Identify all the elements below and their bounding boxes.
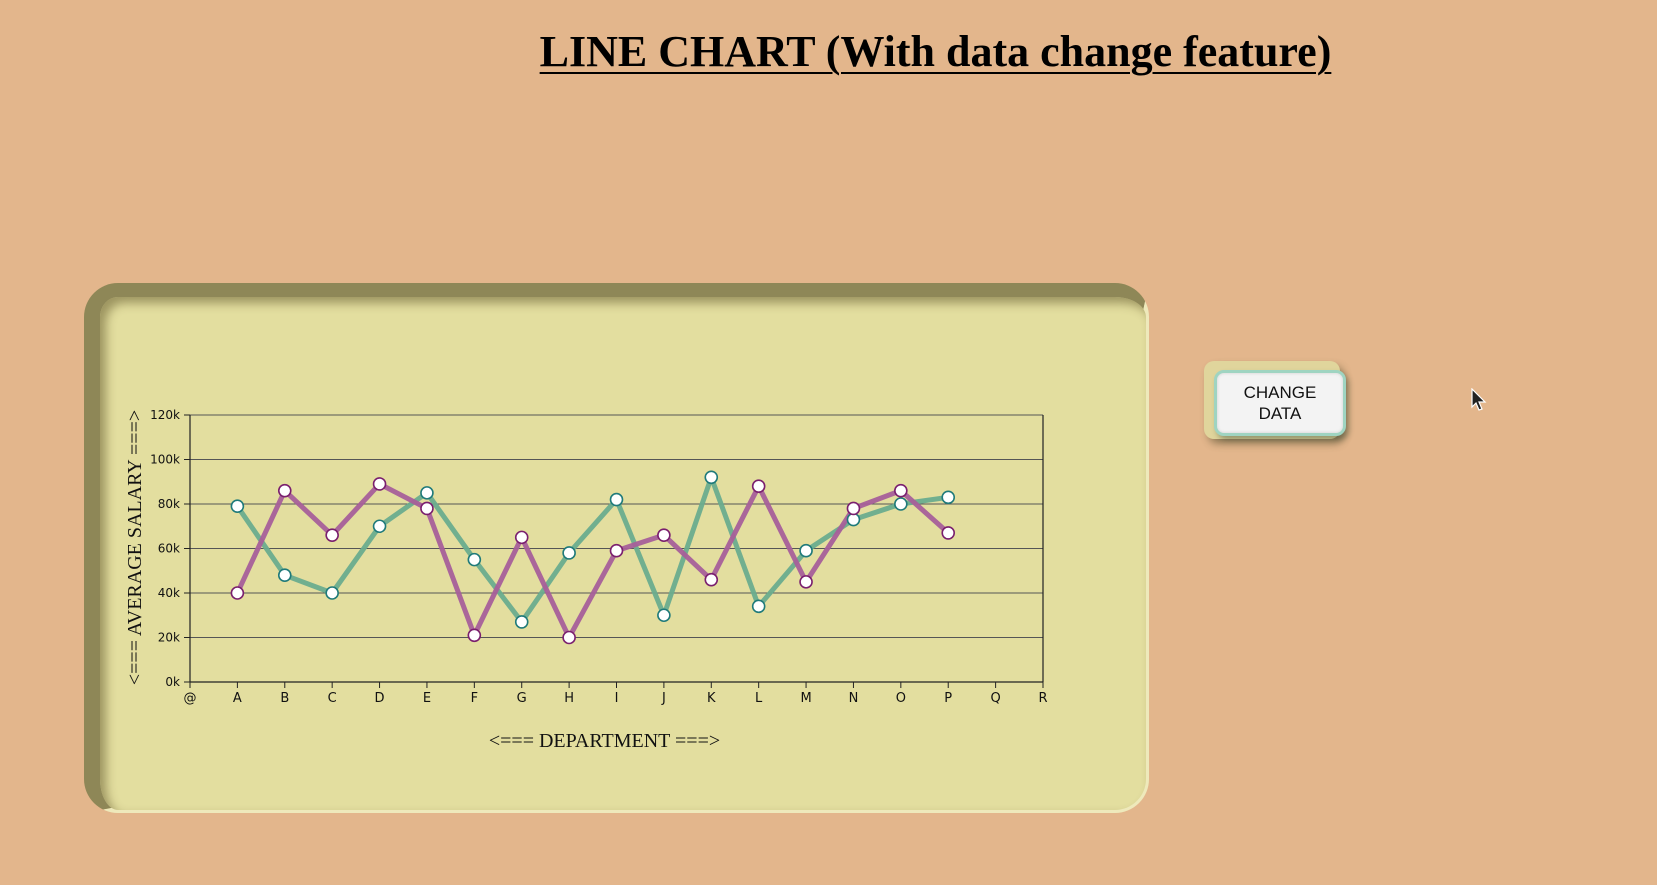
y-axis-label: <=== AVERAGE SALARY ===>	[124, 410, 146, 685]
data-point-series-1	[467, 552, 482, 567]
data-point-series-2	[467, 628, 482, 643]
y-tick-label: 80k	[158, 497, 180, 511]
data-point-series-2	[230, 586, 245, 600]
mouse-cursor-icon	[1471, 388, 1487, 411]
x-tick-label: G	[517, 691, 527, 706]
data-point-series-2	[420, 501, 434, 516]
data-point-series-2	[704, 572, 719, 587]
change-data-label: CHANGE DATA	[1243, 383, 1317, 423]
x-tick-label: P	[944, 691, 952, 706]
x-tick-label: L	[755, 691, 763, 706]
series-line-1	[234, 474, 951, 625]
x-tick-label: H	[564, 691, 574, 706]
axes	[184, 414, 1044, 688]
x-tick-label: D	[375, 691, 385, 706]
x-tick-label: @	[184, 691, 197, 706]
page-title: LINE CHART (With data change feature)	[539, 27, 1332, 76]
y-tick-label: 40k	[158, 586, 180, 600]
data-point-series-1	[894, 497, 908, 511]
data-point-series-1	[704, 470, 719, 485]
data-point-series-1	[277, 568, 292, 583]
data-point-series-2	[514, 530, 529, 545]
data-point-series-2	[894, 483, 908, 498]
y-tick-label: 20k	[158, 631, 180, 645]
data-point-series-1	[941, 490, 956, 505]
data-point-series-1	[846, 512, 861, 527]
data-point-series-2	[325, 528, 339, 542]
y-tick-label: 100k	[150, 453, 180, 467]
data-markers	[230, 470, 956, 645]
line-chart: 0k 20k 40k 60k 80k 100k 120k @ A B C D E F G H I J K L M N O P Q…	[124, 408, 1048, 752]
data-point-series-1	[372, 519, 387, 534]
data-point-series-1	[562, 546, 576, 560]
data-point-series-1	[799, 543, 813, 558]
x-tick-label: A	[233, 691, 242, 706]
data-point-series-2	[751, 479, 766, 494]
x-tick-label: F	[471, 691, 478, 706]
series-line-2	[234, 481, 951, 640]
x-axis-label: <=== DEPARTMENT ===>	[489, 730, 720, 752]
tick-labels: 0k 20k 40k 60k 80k 100k 120k @ A B C D E F G H I J K L M N O P Q…	[150, 408, 1047, 706]
data-point-series-2	[372, 477, 387, 491]
change-data-button[interactable]: CHANGE DATA	[1214, 370, 1346, 436]
x-tick-label: R	[1038, 691, 1047, 706]
data-point-series-1	[514, 615, 529, 629]
data-point-series-2	[277, 483, 292, 498]
data-point-series-1	[230, 499, 245, 514]
data-point-series-1	[751, 599, 766, 614]
data-point-series-2	[657, 528, 671, 542]
x-tick-label: K	[707, 691, 716, 706]
data-point-series-2	[799, 575, 813, 589]
x-tick-label: M	[800, 691, 811, 706]
x-tick-label: C	[328, 691, 337, 706]
data-point-series-2	[846, 501, 861, 516]
data-point-series-1	[325, 586, 339, 600]
data-point-series-2	[562, 630, 576, 645]
data-point-series-2	[941, 526, 956, 540]
x-tick-label: N	[849, 691, 859, 706]
x-tick-label: B	[280, 691, 289, 706]
data-point-series-1	[420, 486, 434, 500]
data-point-series-1	[657, 608, 671, 623]
data-point-series-1	[609, 492, 624, 507]
y-tick-label: 60k	[158, 542, 180, 556]
x-tick-label: I	[615, 691, 619, 706]
x-tick-label: J	[661, 691, 666, 706]
x-tick-label: E	[423, 691, 431, 706]
series-lines	[234, 474, 951, 640]
y-tick-label: 0k	[165, 675, 180, 689]
x-tick-label: Q	[990, 691, 1000, 706]
x-tick-label: O	[896, 691, 906, 706]
y-tick-label: 120k	[150, 408, 180, 422]
data-point-series-2	[609, 543, 624, 558]
